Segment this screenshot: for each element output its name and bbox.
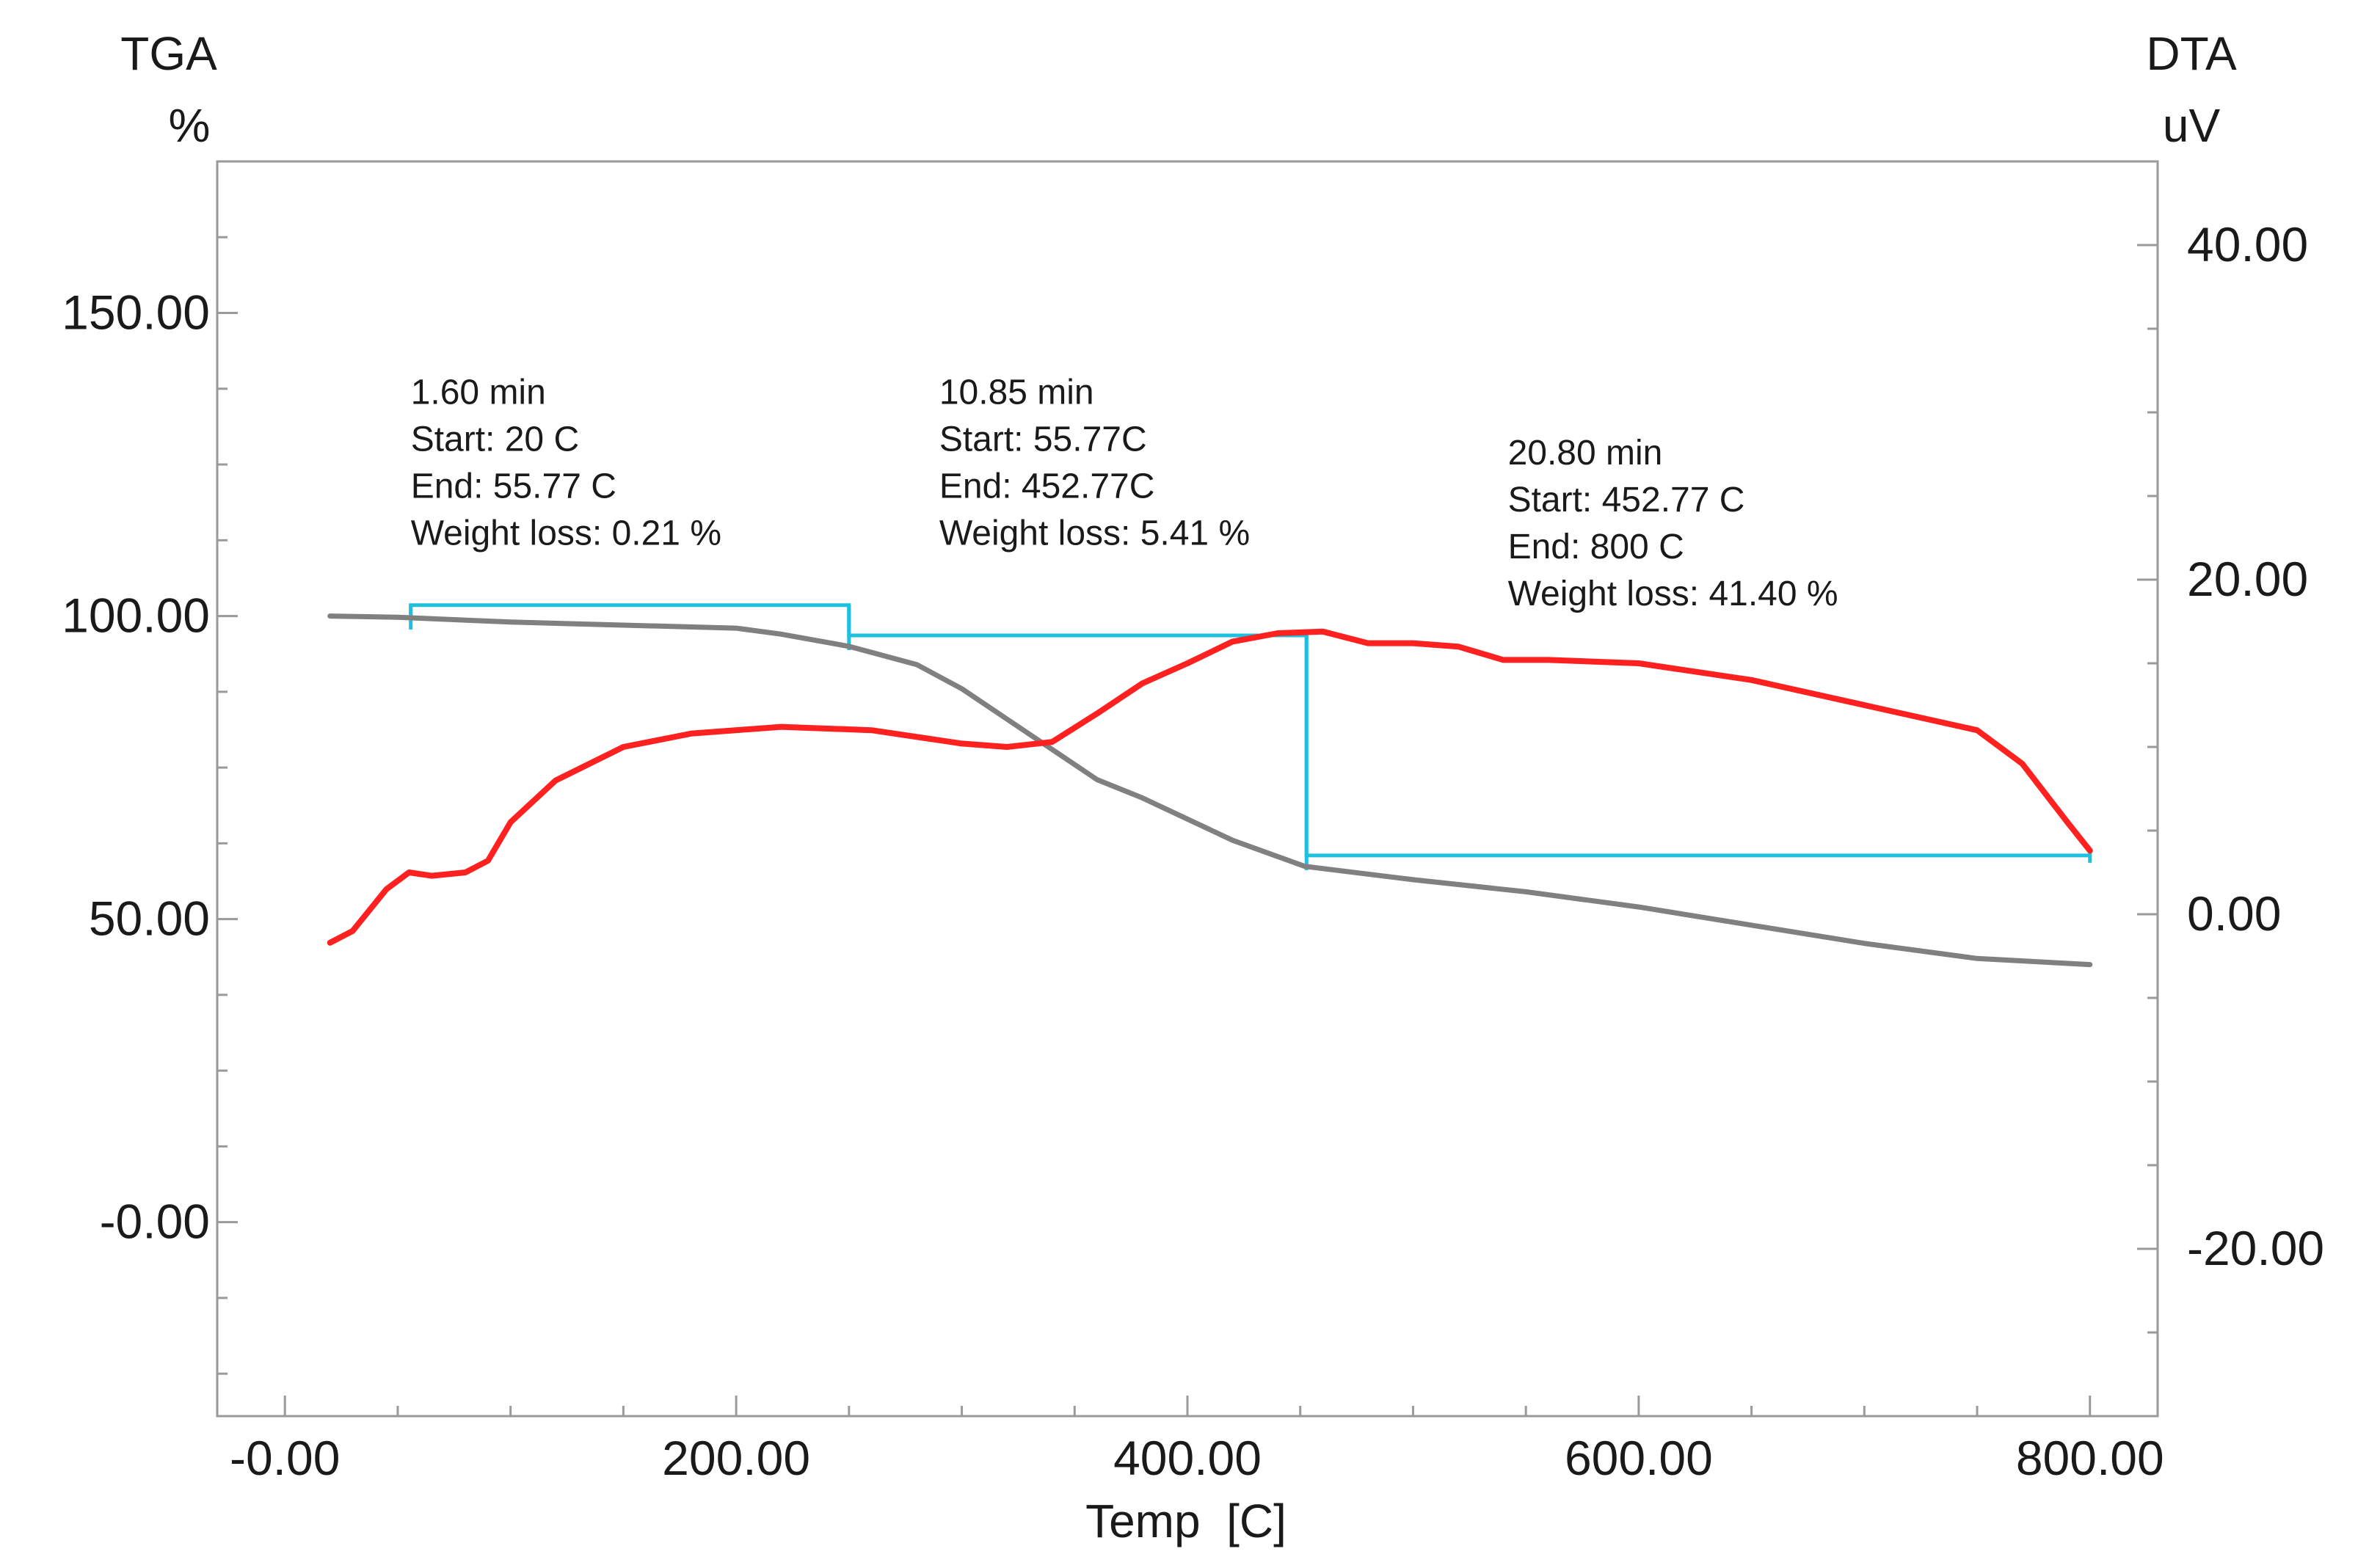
- tick-labels: -0.00 200.00 400.00 600.00 800.00 -0.00 50.00 1…: [62, 217, 2324, 1485]
- annotation-line: Start: 55.77C: [939, 420, 1147, 459]
- annotation-line: 10.85 min: [939, 373, 1094, 412]
- y-left-tick-label: 150.00: [62, 285, 210, 340]
- right-axis-title: DTA: [2146, 27, 2237, 80]
- annotation-line: Start: 20 C: [411, 420, 579, 459]
- tga-dta-chart: 1.60 min Start: 20 C End: 55.77 C Weight lo…: [0, 0, 2369, 1568]
- right-axis-unit: uV: [2163, 99, 2221, 152]
- annotation-line: Start: 452.77 C: [1508, 481, 1745, 519]
- y-left-tick-label: 50.00: [89, 891, 210, 946]
- y-left-tick-label: -0.00: [100, 1195, 210, 1249]
- annotation-line: End: 55.77 C: [411, 467, 616, 506]
- x-tick-label: 400.00: [1113, 1431, 1262, 1485]
- annotation-line: End: 452.77C: [939, 467, 1155, 506]
- y-right-tick-label: 40.00: [2187, 217, 2308, 271]
- annotations: 1.60 min Start: 20 C End: 55.77 C Weight lo…: [411, 373, 1838, 613]
- annotation-line: End: 800 C: [1508, 528, 1684, 566]
- x-tick-label: -0.00: [230, 1431, 340, 1485]
- x-tick-label: 200.00: [662, 1431, 810, 1485]
- step-line: [411, 605, 2090, 856]
- annotation-line: Weight loss: 0.21 %: [411, 514, 721, 553]
- left-axis-title: TGA: [120, 27, 217, 80]
- plot-frame: [217, 161, 2158, 1416]
- annotation-line: 1.60 min: [411, 373, 546, 412]
- dta-curve: [330, 632, 2090, 943]
- x-axis-title: Temp [C]: [1085, 1495, 1287, 1547]
- annotation-line: Weight loss: 5.41 %: [939, 514, 1250, 553]
- left-axis-unit: %: [169, 99, 211, 152]
- series-lines: [330, 616, 2090, 965]
- tga-curve: [330, 616, 2090, 965]
- annotation-line: 20.80 min: [1508, 434, 1663, 473]
- x-tick-label: 800.00: [2016, 1431, 2164, 1485]
- annotation-line: Weight loss: 41.40 %: [1508, 575, 1838, 613]
- x-tick-label: 600.00: [1565, 1431, 1713, 1485]
- y-right-tick-label: 20.00: [2187, 552, 2308, 606]
- axis-ticks: [217, 161, 2158, 1416]
- y-left-tick-label: 100.00: [62, 588, 210, 643]
- y-right-tick-label: -20.00: [2187, 1221, 2324, 1275]
- y-right-tick-label: 0.00: [2187, 886, 2281, 941]
